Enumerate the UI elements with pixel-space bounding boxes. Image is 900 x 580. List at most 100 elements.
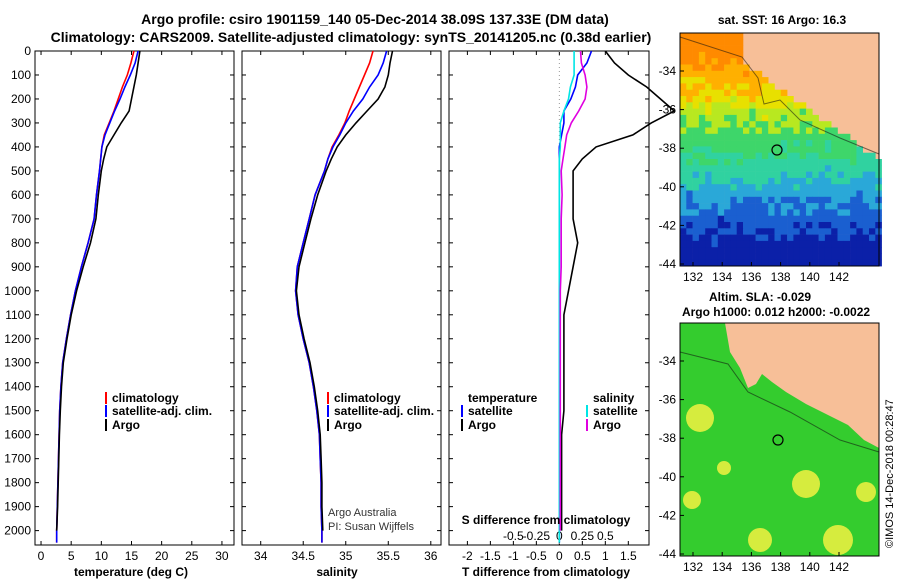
sst-pixel: [692, 114, 700, 122]
sst-pixel: [780, 184, 788, 191]
sst-pixel: [774, 177, 782, 185]
sst-pixel: [761, 121, 769, 128]
sst-pixel: [843, 177, 851, 185]
sst-pixel: [686, 196, 693, 204]
sst-pixel: [717, 196, 725, 204]
sst-pixel: [793, 108, 800, 116]
sst-pixel: [686, 240, 693, 248]
series-line-argo: [55, 50, 141, 531]
sst-pixel: [736, 203, 744, 210]
sla-float-marker: [772, 434, 784, 446]
sst-pixel: [843, 184, 851, 191]
sst-pixel: [806, 234, 813, 242]
sst-pixel: [698, 140, 706, 147]
sst-pixel: [736, 77, 744, 84]
sst-pixel: [680, 196, 687, 204]
sst-pixel: [843, 247, 851, 254]
sst-pixel: [730, 127, 737, 135]
sst-pixel: [711, 247, 719, 254]
sst-pixel: [799, 133, 807, 141]
sst-pixel: [831, 184, 838, 191]
sst-pixel: [698, 70, 706, 78]
sst-pixel: [730, 247, 737, 254]
sst-pixel: [793, 114, 800, 122]
sst-pixel: [711, 70, 719, 78]
sst-pixel: [768, 165, 775, 172]
sst-pixel: [686, 114, 693, 122]
sst-pixel: [680, 127, 687, 135]
sst-pixel: [711, 39, 719, 46]
sst-pixel: [730, 96, 737, 103]
sst-pixel: [837, 203, 845, 210]
sst-pixel: [824, 228, 832, 235]
salinity-panel: 34 34.5 35 35.5 36: [241, 50, 442, 563]
sst-pixel: [824, 177, 832, 185]
sst-pixel: [768, 159, 775, 166]
sst-pixel: [843, 234, 851, 242]
sst-pixel: [761, 228, 769, 235]
sst-pixel: [711, 190, 719, 198]
series-line-temperature-satellite: [558, 50, 593, 543]
lon-tick-label: 134: [712, 270, 732, 284]
sst-pixel: [755, 247, 763, 254]
sst-pixel: [711, 240, 719, 248]
sst-pixel: [755, 209, 763, 216]
sst-pixel: [793, 152, 800, 160]
sst-pixel: [724, 33, 731, 40]
sst-pixel: [749, 215, 756, 223]
sst-pixel: [743, 140, 750, 147]
sst-pixel: [812, 253, 819, 261]
sst-pixel: [780, 108, 788, 116]
sst-pixel: [831, 196, 838, 204]
sst-pixel: [680, 177, 687, 185]
sst-pixel: [705, 203, 712, 210]
sst-pixel: [686, 146, 693, 153]
sst-pixel: [761, 146, 769, 153]
sst-pixel: [812, 121, 819, 128]
sst-pixel: [780, 196, 788, 204]
sst-pixel: [869, 184, 876, 191]
sst-pixel: [711, 108, 719, 116]
sst-pixel: [862, 171, 870, 179]
sst-pixel: [743, 228, 750, 235]
sst-pixel: [869, 152, 876, 160]
sst-pixel: [818, 209, 826, 216]
sst-pixel: [692, 102, 700, 109]
sst-pixel: [869, 228, 876, 235]
sst-pixel: [869, 177, 876, 185]
sst-pixel: [831, 146, 838, 153]
sst-pixel: [698, 209, 706, 216]
sst-pixel: [856, 165, 863, 172]
sst-pixel: [680, 77, 687, 84]
sst-pixel: [749, 190, 756, 198]
sst-pixel: [856, 222, 863, 229]
sst-pixel: [717, 33, 725, 40]
sst-pixel: [686, 171, 693, 179]
sst-pixel: [730, 58, 737, 65]
sst-pixel: [730, 215, 737, 223]
sst-pixel: [843, 159, 851, 166]
lon-tick-label: 138: [771, 560, 791, 574]
sst-pixel: [730, 165, 737, 172]
sst-pixel: [793, 177, 800, 185]
sst-pixel: [730, 196, 737, 204]
sst-pixel: [686, 96, 693, 103]
sst-pixel: [780, 190, 788, 198]
sst-pixel: [717, 259, 725, 267]
legend-label-climatology: climatology: [334, 391, 401, 405]
sst-pixel: [749, 89, 756, 97]
sst-pixel: [768, 152, 775, 160]
sst-pixel: [717, 102, 725, 109]
sst-pixel: [717, 171, 725, 179]
sst-pixel: [806, 215, 813, 223]
sst-pixel: [774, 152, 782, 160]
sst-pixel: [686, 64, 693, 72]
sst-pixel: [705, 33, 712, 40]
sst-pixel: [818, 253, 826, 261]
sst-pixel: [812, 259, 819, 267]
series-line-salinity-argo: [559, 50, 588, 531]
sst-pixel: [680, 58, 687, 65]
sst-pixel: [831, 140, 838, 147]
sst-pixel: [843, 203, 851, 210]
sst-pixel: [812, 133, 819, 141]
